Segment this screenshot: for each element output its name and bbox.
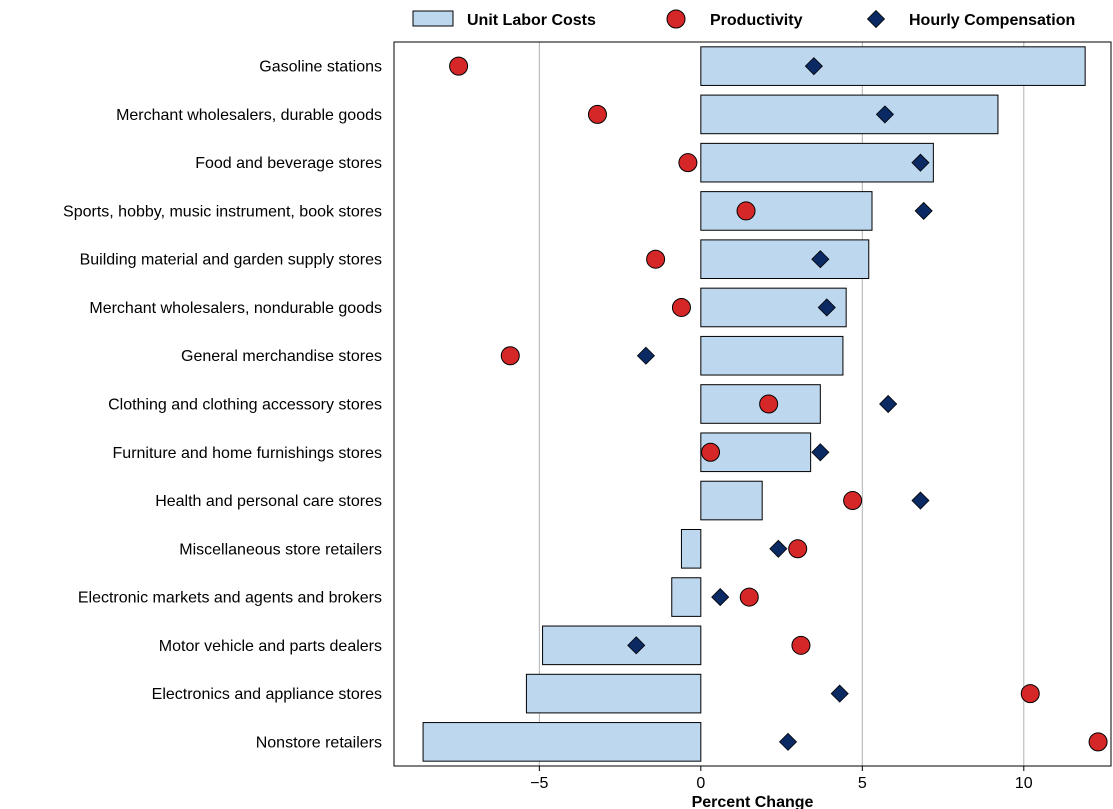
bar-unit-labor-costs (422, 722, 702, 762)
point-hourly-compensation (636, 346, 655, 365)
point-productivity (671, 297, 691, 317)
bar-unit-labor-costs (700, 239, 870, 280)
point-hourly-compensation (817, 298, 836, 317)
category-label: Furniture and home furnishings stores (113, 445, 382, 462)
bar-unit-labor-costs (700, 94, 999, 135)
point-productivity (843, 491, 863, 511)
point-productivity (500, 346, 520, 366)
category-label: General merchandise stores (181, 348, 382, 365)
bars-layer (422, 46, 1086, 762)
point-hourly-compensation (914, 201, 933, 220)
point-productivity (788, 539, 808, 559)
point-productivity (701, 442, 721, 462)
category-label: Motor vehicle and parts dealers (159, 638, 382, 655)
category-label: Electronics and appliance stores (152, 686, 382, 703)
x-axis-ticks: −5 0 5 10 (530, 766, 1033, 792)
point-hourly-compensation (830, 684, 849, 703)
point-productivity (1020, 684, 1040, 704)
legend: Unit Labor Costs Productivity Hourly Com… (412, 9, 1075, 29)
category-label: Health and personal care stores (155, 493, 382, 510)
point-productivity (678, 153, 698, 173)
bar-unit-labor-costs (700, 480, 763, 521)
point-hourly-compensation (875, 105, 894, 124)
point-hourly-compensation (911, 153, 930, 172)
legend-swatch-productivity (666, 9, 686, 29)
markers-layer (449, 56, 1108, 752)
category-label: Food and beverage stores (195, 155, 382, 172)
bar-unit-labor-costs (700, 191, 873, 231)
point-hourly-compensation (627, 636, 646, 655)
x-tick-label: 10 (1015, 775, 1033, 792)
category-label: Gasoline stations (259, 59, 382, 76)
point-productivity (791, 635, 811, 655)
bar-unit-labor-costs (671, 577, 702, 617)
point-hourly-compensation (769, 539, 788, 558)
x-tick-label: 5 (858, 775, 867, 792)
legend-swatch-unit-labor-costs (412, 10, 454, 27)
point-productivity (646, 249, 666, 269)
point-hourly-compensation (811, 443, 830, 462)
category-label: Clothing and clothing accessory stores (108, 397, 382, 414)
x-axis-title: Percent Change (692, 794, 814, 809)
point-productivity (736, 201, 756, 221)
point-productivity (1088, 732, 1108, 752)
bar-unit-labor-costs (700, 142, 934, 183)
category-label: Merchant wholesalers, durable goods (116, 107, 382, 124)
point-hourly-compensation (711, 588, 730, 607)
point-productivity (739, 587, 759, 607)
point-productivity (587, 104, 607, 124)
x-tick-label: −5 (530, 775, 548, 792)
bar-unit-labor-costs (700, 46, 1086, 86)
bar-unit-labor-costs (542, 625, 702, 666)
category-label: Building material and garden supply stor… (80, 252, 382, 269)
point-hourly-compensation (811, 250, 830, 269)
legend-swatch-hourly-compensation (866, 9, 886, 29)
category-label: Merchant wholesalers, nondurable goods (89, 300, 382, 317)
bar-unit-labor-costs (525, 673, 702, 714)
category-label: Sports, hobby, music instrument, book st… (63, 203, 382, 220)
point-hourly-compensation (778, 732, 798, 751)
y-axis-labels: Gasoline stations Merchant wholesalers, d… (63, 59, 382, 752)
legend-label-hourly-compensation: Hourly Compensation (909, 12, 1075, 29)
category-label: Miscellaneous store retailers (179, 541, 382, 558)
point-productivity (759, 394, 779, 414)
x-tick-label: 0 (696, 775, 705, 792)
bar-unit-labor-costs (700, 335, 844, 376)
point-hourly-compensation (911, 491, 930, 510)
point-productivity (449, 56, 469, 76)
legend-label-unit-labor-costs: Unit Labor Costs (467, 12, 596, 29)
category-label: Electronic markets and agents and broker… (78, 590, 382, 607)
point-hourly-compensation (879, 394, 898, 414)
plot-frame (393, 41, 1112, 767)
point-hourly-compensation (804, 57, 823, 76)
legend-label-productivity: Productivity (710, 12, 803, 29)
bar-unit-labor-costs (680, 528, 702, 569)
category-label: Nonstore retailers (256, 734, 382, 751)
